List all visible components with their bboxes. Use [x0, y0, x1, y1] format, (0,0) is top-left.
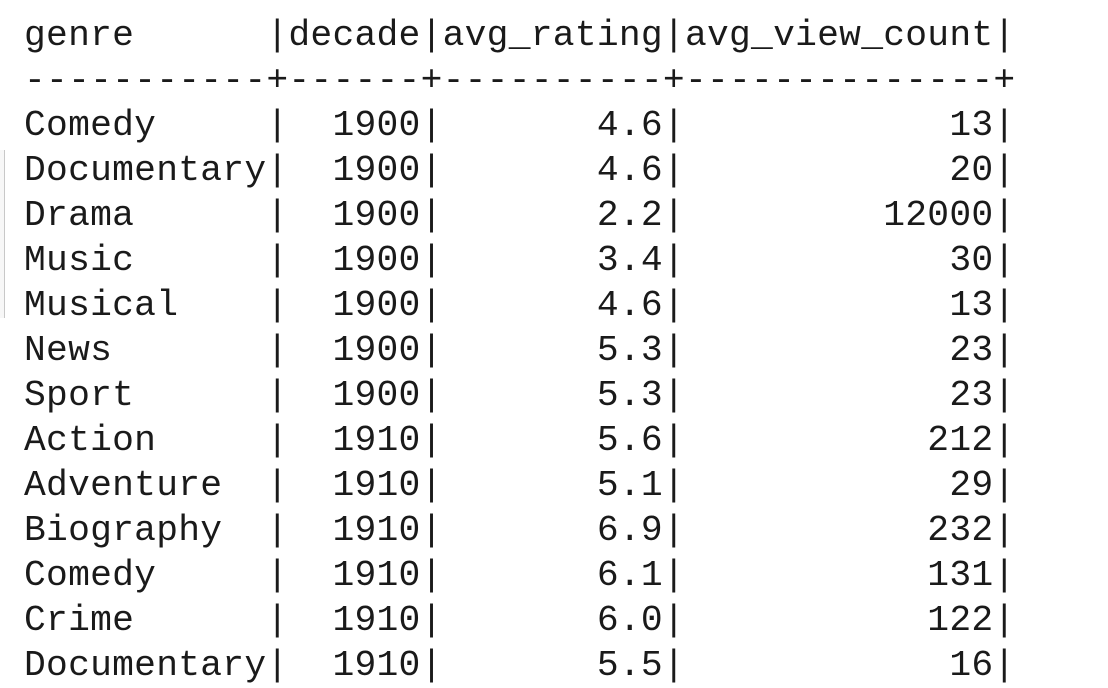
table-row: Crime | 1910| 6.0| 122| — [24, 600, 1016, 641]
table-row: Music | 1900| 3.4| 30| — [24, 240, 1016, 281]
window-edge — [0, 150, 5, 318]
table-separator: -----------+------+----------+----------… — [24, 60, 1016, 101]
table-row: Musical | 1900| 4.6| 13| — [24, 285, 1016, 326]
table-header: genre |decade|avg_rating|avg_view_count| — [24, 15, 1016, 56]
table-row: Biography | 1910| 6.9| 232| — [24, 510, 1016, 551]
table-row: Drama | 1900| 2.2| 12000| — [24, 195, 1016, 236]
table-row: Documentary| 1900| 4.6| 20| — [24, 150, 1016, 191]
table-row: Adventure | 1910| 5.1| 29| — [24, 465, 1016, 506]
table-row: Comedy | 1900| 4.6| 13| — [24, 105, 1016, 146]
table-row: Documentary| 1910| 5.5| 16| — [24, 645, 1016, 686]
table-row: News | 1900| 5.3| 23| — [24, 330, 1016, 371]
table-row: Sport | 1900| 5.3| 23| — [24, 375, 1016, 416]
table-row: Comedy | 1910| 6.1| 131| — [24, 555, 1016, 596]
query-result-table: genre |decade|avg_rating|avg_view_count|… — [24, 13, 1015, 688]
table-row: Action | 1910| 5.6| 212| — [24, 420, 1016, 461]
